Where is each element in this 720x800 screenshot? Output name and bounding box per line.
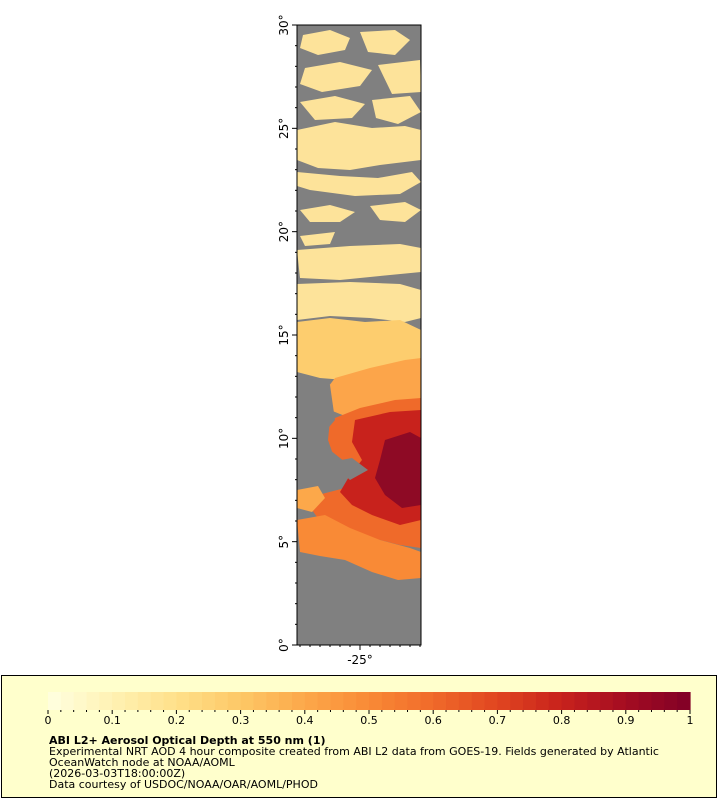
colorbar-cell xyxy=(240,692,255,710)
colorbar-ticks: 0 0.1 0.2 0.3 0.4 0.5 0.6 0.7 0.8 0.9 1 xyxy=(45,710,694,727)
legend-title: ABI L2+ Aerosol Optical Depth at 550 nm … xyxy=(49,734,326,747)
colorbar-cell xyxy=(291,692,306,710)
colorbar-cell xyxy=(458,692,473,710)
colorbar-cell xyxy=(60,692,75,710)
colorbar-cell xyxy=(176,692,190,710)
colorbar-cell xyxy=(523,692,537,710)
colorbar-cell xyxy=(202,692,216,710)
colorbar-cell xyxy=(548,692,563,710)
legend-panel: 0 0.1 0.2 0.3 0.4 0.5 0.6 0.7 0.8 0.9 1 ABI L2+ Ae… xyxy=(1,675,717,798)
colorbar-cell xyxy=(48,692,62,710)
lat-tick-label: 30° xyxy=(277,14,291,35)
colorbar-cell xyxy=(73,692,88,710)
colorbar-cell xyxy=(356,692,370,710)
colorbar-cell xyxy=(369,692,383,710)
latitude-axis: 0° 5° 10° 15° 20° 25° 30° xyxy=(277,14,297,652)
lat-tick-label: 0° xyxy=(277,638,291,652)
colorbar-cell xyxy=(433,692,447,710)
colorbar-tick-label: 0.3 xyxy=(232,714,250,727)
colorbar-cell xyxy=(227,692,242,710)
colorbar-cell xyxy=(664,692,678,710)
colorbar-cell xyxy=(125,692,139,710)
colorbar-cell xyxy=(253,692,267,710)
colorbar-tick-label: 1 xyxy=(687,714,694,727)
map-figure: 0° 5° 10° 15° 20° 25° 30° -25° xyxy=(277,14,422,667)
colorbar-tick-label: 0.2 xyxy=(168,714,186,727)
lon-tick-label: -25° xyxy=(347,653,373,667)
colorbar-cell xyxy=(625,692,640,710)
legend-timestamp: (2026-03-03T18:00:00Z) xyxy=(49,767,186,780)
south-aerosol-light xyxy=(297,486,325,512)
colorbar-cell xyxy=(317,692,332,710)
longitude-axis: -25° xyxy=(299,645,421,667)
colorbar-cell xyxy=(600,692,614,710)
colorbar-cell xyxy=(510,692,524,710)
colorbar-cell xyxy=(266,692,280,710)
colorbar-tick-label: 0.7 xyxy=(489,714,507,727)
lat-tick-label: 10° xyxy=(277,428,291,449)
colorbar-tick-label: 0.4 xyxy=(296,714,314,727)
colorbar-tick-label: 0.6 xyxy=(424,714,442,727)
colorbar-cell xyxy=(137,692,152,710)
lat-tick-label: 25° xyxy=(277,118,291,139)
colorbar-tick-label: 0.8 xyxy=(553,714,571,727)
colorbar-tick-label: 0.5 xyxy=(360,714,378,727)
south-aerosol-band xyxy=(297,515,421,580)
colorbar-cell xyxy=(677,692,691,710)
colorbar-cell xyxy=(86,692,100,710)
colorbar-cell xyxy=(638,692,653,710)
colorbar-cell xyxy=(381,692,396,710)
colorbar-cell xyxy=(587,692,601,710)
lat-tick-label: 5° xyxy=(277,535,291,549)
colorbar-tick-label: 0.9 xyxy=(617,714,635,727)
colorbar-cell xyxy=(497,692,511,710)
colorbar-cell xyxy=(150,692,165,710)
lat-tick-label: 15° xyxy=(277,324,291,345)
colorbar-cell xyxy=(163,692,177,710)
colorbar-cell xyxy=(189,692,203,710)
colorbar-cell xyxy=(651,692,665,710)
colorbar-cell xyxy=(484,692,498,710)
colorbar-cell xyxy=(407,692,421,710)
colorbar-cell xyxy=(112,692,126,710)
colorbar-cell xyxy=(304,692,319,710)
colorbar-cell xyxy=(394,692,409,710)
colorbar-cell xyxy=(612,692,627,710)
aod-map-plot xyxy=(297,25,421,645)
legend-description-cont: OceanWatch node at NOAA/AOML xyxy=(49,756,235,769)
colorbar-cell xyxy=(471,692,486,710)
legend-credit: Data courtesy of USDOC/NOAA/OAR/AOML/PHO… xyxy=(49,778,318,791)
colorbar-cell xyxy=(214,692,229,710)
north-aerosol-patches xyxy=(297,30,421,322)
colorbar-cell xyxy=(446,692,460,710)
lat-tick-label: 20° xyxy=(277,221,291,242)
colorbar-cell xyxy=(343,692,357,710)
colorbar-cell xyxy=(330,692,344,710)
colorbar-tick-label: 0 xyxy=(45,714,52,727)
colorbar-cell xyxy=(420,692,434,710)
colorbar-cell xyxy=(99,692,113,710)
colorbar-tick-label: 0.1 xyxy=(103,714,121,727)
no-data-gaps xyxy=(297,380,421,645)
legend-description: Experimental NRT AOD 4 hour composite cr… xyxy=(49,745,659,758)
colorbar-cell xyxy=(574,692,588,710)
colorbar: 0 0.1 0.2 0.3 0.4 0.5 0.6 0.7 0.8 0.9 1 xyxy=(45,692,694,727)
colorbar-cell xyxy=(279,692,293,710)
colorbar-cell xyxy=(535,692,550,710)
colorbar-cells xyxy=(48,692,691,710)
heavy-plume-peak xyxy=(375,432,421,508)
colorbar-cell xyxy=(561,692,576,710)
